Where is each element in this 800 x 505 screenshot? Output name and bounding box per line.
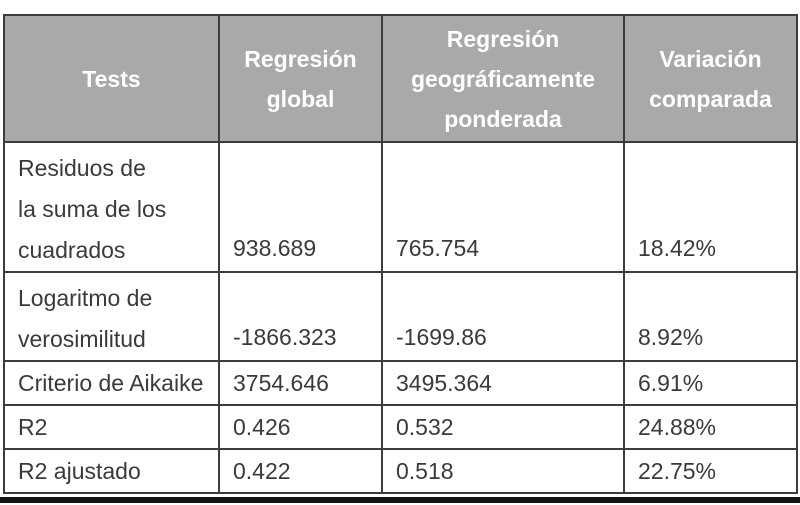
cell-variation-value: 6.91% — [623, 360, 798, 406]
cell-gwr-value: 3495.364 — [381, 360, 625, 406]
cell-global-value: 3754.646 — [218, 360, 383, 406]
column-header-gwr: Regresión geográficamente ponderada — [381, 14, 625, 143]
cell-global-value: 938.689 — [218, 141, 383, 273]
results-table: Tests Regresión global Regresión geográf… — [3, 14, 798, 494]
cell-test-label: Logaritmo de verosimilitud — [3, 271, 220, 362]
header-row: Tests Regresión global Regresión geográf… — [3, 14, 798, 143]
cell-gwr-value: 765.754 — [381, 141, 625, 273]
cell-gwr-value: 0.532 — [381, 404, 625, 450]
cell-gwr-value: -1699.86 — [381, 271, 625, 362]
table-row-log-likelihood: Logaritmo de verosimilitud -1866.323 -16… — [3, 271, 798, 362]
column-header-tests: Tests — [3, 14, 220, 143]
cell-test-label: Residuos de la suma de los cuadrados — [3, 141, 220, 273]
table-row-residuals: Residuos de la suma de los cuadrados 938… — [3, 141, 798, 273]
cell-global-value: 0.426 — [218, 404, 383, 450]
table-row-r2: R2 0.426 0.532 24.88% — [3, 404, 798, 450]
cell-global-value: -1866.323 — [218, 271, 383, 362]
bottom-rule-divider — [0, 497, 800, 503]
cell-gwr-value: 0.518 — [381, 448, 625, 494]
table-header: Tests Regresión global Regresión geográf… — [3, 14, 798, 143]
cell-variation-value: 18.42% — [623, 141, 798, 273]
column-header-global-regression: Regresión global — [218, 14, 383, 143]
table-row-aic: Criterio de Aikaike 3754.646 3495.364 6.… — [3, 360, 798, 406]
table-body: Residuos de la suma de los cuadrados 938… — [3, 141, 798, 494]
cell-variation-value: 24.88% — [623, 404, 798, 450]
cell-variation-value: 22.75% — [623, 448, 798, 494]
cell-test-label: R2 — [3, 404, 220, 450]
cell-test-label: Criterio de Aikaike — [3, 360, 220, 406]
table-row-r2-adjusted: R2 ajustado 0.422 0.518 22.75% — [3, 448, 798, 494]
cell-variation-value: 8.92% — [623, 271, 798, 362]
cell-test-label: R2 ajustado — [3, 448, 220, 494]
cell-global-value: 0.422 — [218, 448, 383, 494]
column-header-compared-variation: Variación comparada — [623, 14, 798, 143]
